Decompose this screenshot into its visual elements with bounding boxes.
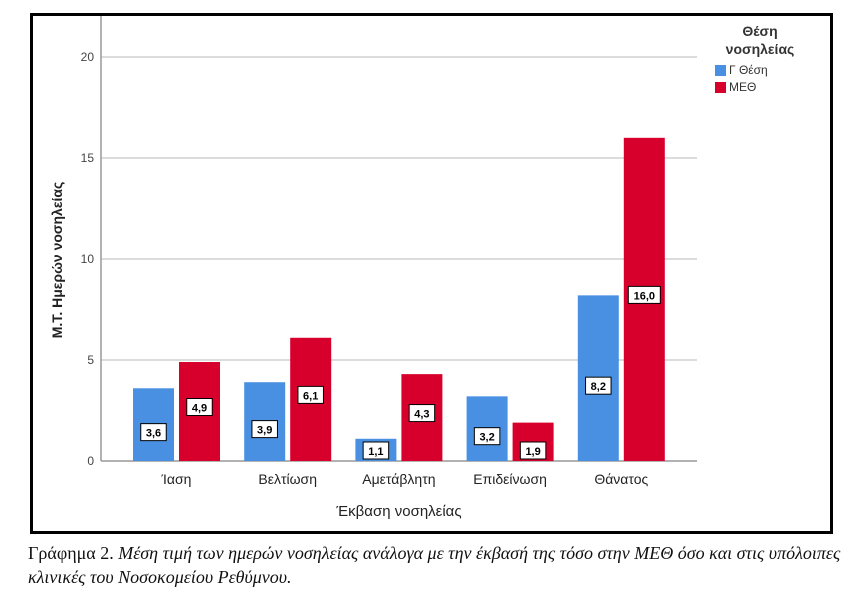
value-label-box xyxy=(140,423,167,442)
caption-lead: Γράφημα 2. xyxy=(28,543,114,563)
y-tick-label: 10 xyxy=(81,252,95,266)
x-category-label: Αμετάβλητη xyxy=(362,471,435,487)
y-axis-title: Μ.Τ. Ημερών νοσηλείας xyxy=(49,182,65,339)
y-axis-ticks: 0 5 10 15 20 xyxy=(81,50,95,468)
y-tick-label: 5 xyxy=(87,353,94,367)
legend-swatch-red xyxy=(715,81,726,93)
legend-title-line2: νοσηλείας xyxy=(725,41,795,57)
value-label: 1,9 xyxy=(525,446,540,458)
x-axis-categories: Ίαση Βελτίωση Αμετάβλητη Επιδείνωση Θάνατος xyxy=(161,471,649,487)
legend-title-line1: Θέση xyxy=(742,23,778,39)
x-category-label: Ίαση xyxy=(161,471,192,487)
value-label: 3,9 xyxy=(257,425,272,437)
legend-title: Θέση νοσηλείας xyxy=(700,22,820,58)
x-category-label: Επιδείνωση xyxy=(473,471,547,487)
value-label: 3,6 xyxy=(146,428,161,440)
value-label: 16,0 xyxy=(634,290,655,302)
value-label: 4,3 xyxy=(414,409,429,421)
value-label: 3,2 xyxy=(479,432,494,444)
value-label: 4,9 xyxy=(192,403,207,415)
value-label-box xyxy=(585,376,612,395)
value-label-box xyxy=(408,404,436,423)
legend-label: ΜΕΘ xyxy=(729,80,757,94)
caption-text: Μέση τιμή των ημερών νοσηλείας ανάλογα μ… xyxy=(28,543,841,587)
value-label-box xyxy=(519,441,547,460)
legend-item-g-thesi: Γ Θέση xyxy=(715,63,768,77)
value-label-box xyxy=(627,285,661,304)
figure-caption: Γράφημα 2. Μέση τιμή των ημερών νοσηλεία… xyxy=(28,541,848,589)
value-label: 8,2 xyxy=(591,381,606,393)
legend-item-meth: ΜΕΘ xyxy=(715,80,756,94)
bars: 3,6 4,9 3,9 6,1 1,1 4,3 3,2 1,9 8,2 16,0 xyxy=(133,137,665,462)
value-label: 1,1 xyxy=(368,446,383,458)
value-label-box xyxy=(362,441,390,460)
y-tick-label: 20 xyxy=(81,50,95,64)
y-tick-label: 0 xyxy=(87,454,94,468)
legend-label: Γ Θέση xyxy=(729,63,768,77)
value-label-box xyxy=(473,427,501,446)
value-label-box xyxy=(297,385,324,404)
value-label-box xyxy=(186,398,213,417)
x-axis-title: Έκβαση νοσηλείας xyxy=(335,503,461,520)
x-category-label: Θάνατος xyxy=(594,471,648,487)
y-tick-label: 15 xyxy=(81,151,95,165)
bar-chart: 0 5 10 15 20 3,6 4,9 3,9 6,1 1,1 4,3 3,2 1,9 8,2 16,0… xyxy=(49,16,697,520)
x-category-label: Βελτίωση xyxy=(258,471,317,487)
value-label: 6,1 xyxy=(303,390,318,402)
value-label-box xyxy=(251,420,278,439)
legend-swatch-blue xyxy=(715,64,726,76)
